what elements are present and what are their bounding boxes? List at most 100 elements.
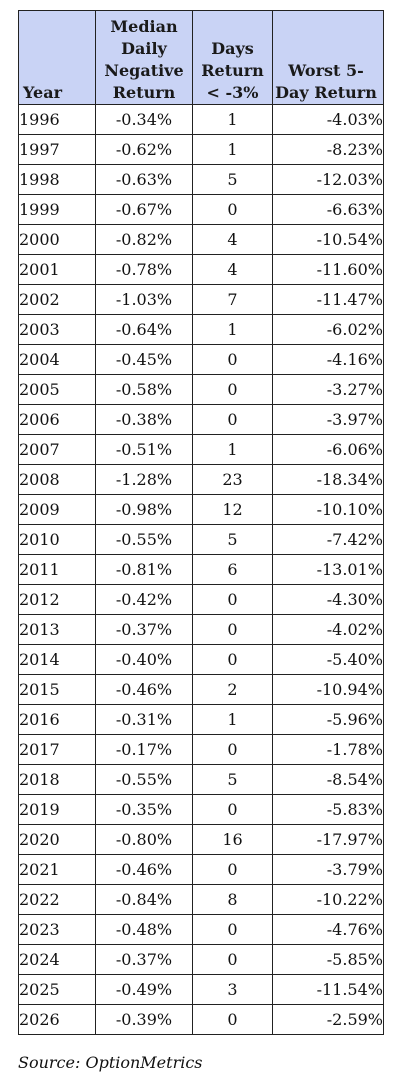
cell-worst-5-day-return: -5.83% (272, 794, 384, 825)
cell-days-return-below-3pct: 0 (192, 644, 273, 675)
table-row: 2006 -0.38% 0 -3.97% (18, 404, 384, 435)
table-body: 1996 -0.34% 1 -4.03% 1997 -0.62% 1 -8.23% 1998 -0… (18, 104, 384, 1035)
cell-year: 1996 (18, 104, 96, 135)
returns-table: Year Median Daily Negative Return Days R… (18, 10, 384, 1035)
table-row: 1998 -0.63% 5 -12.03% (18, 164, 384, 195)
cell-days-return-below-3pct: 7 (192, 284, 273, 315)
cell-year: 2025 (18, 974, 96, 1005)
table-row: 2007 -0.51% 1 -6.06% (18, 434, 384, 465)
cell-median-daily-negative-return: -0.31% (95, 704, 193, 735)
cell-year: 1999 (18, 194, 96, 225)
cell-days-return-below-3pct: 0 (192, 584, 273, 615)
source-note: Source: OptionMetrics (18, 1053, 203, 1072)
cell-days-return-below-3pct: 6 (192, 554, 273, 585)
cell-median-daily-negative-return: -0.35% (95, 794, 193, 825)
cell-days-return-below-3pct: 0 (192, 734, 273, 765)
cell-worst-5-day-return: -10.94% (272, 674, 384, 705)
header-row: Year Median Daily Negative Return Days R… (18, 10, 384, 105)
header-days-return-below-3pct: Days Return < -3% (192, 10, 273, 105)
cell-days-return-below-3pct: 0 (192, 794, 273, 825)
cell-median-daily-negative-return: -0.46% (95, 854, 193, 885)
cell-worst-5-day-return: -5.96% (272, 704, 384, 735)
cell-days-return-below-3pct: 12 (192, 494, 273, 525)
cell-median-daily-negative-return: -0.98% (95, 494, 193, 525)
header-median-daily-negative-return: Median Daily Negative Return (95, 10, 193, 105)
table-row: 2015 -0.46% 2 -10.94% (18, 674, 384, 705)
cell-days-return-below-3pct: 3 (192, 974, 273, 1005)
table-row: 2013 -0.37% 0 -4.02% (18, 614, 384, 645)
table-row: 2001 -0.78% 4 -11.60% (18, 254, 384, 285)
table-row: 2022 -0.84% 8 -10.22% (18, 884, 384, 915)
cell-year: 2012 (18, 584, 96, 615)
cell-median-daily-negative-return: -0.37% (95, 944, 193, 975)
cell-year: 2019 (18, 794, 96, 825)
cell-days-return-below-3pct: 5 (192, 524, 273, 555)
cell-days-return-below-3pct: 1 (192, 134, 273, 165)
cell-median-daily-negative-return: -0.55% (95, 524, 193, 555)
cell-median-daily-negative-return: -0.63% (95, 164, 193, 195)
cell-median-daily-negative-return: -0.51% (95, 434, 193, 465)
cell-worst-5-day-return: -12.03% (272, 164, 384, 195)
cell-days-return-below-3pct: 0 (192, 374, 273, 405)
table-row: 2002 -1.03% 7 -11.47% (18, 284, 384, 315)
table-row: 2011 -0.81% 6 -13.01% (18, 554, 384, 585)
cell-year: 2017 (18, 734, 96, 765)
cell-worst-5-day-return: -1.78% (272, 734, 384, 765)
table-row: 2018 -0.55% 5 -8.54% (18, 764, 384, 795)
cell-year: 2007 (18, 434, 96, 465)
table-row: 2017 -0.17% 0 -1.78% (18, 734, 384, 765)
cell-worst-5-day-return: -18.34% (272, 464, 384, 495)
cell-year: 2008 (18, 464, 96, 495)
cell-worst-5-day-return: -3.27% (272, 374, 384, 405)
table-row: 2004 -0.45% 0 -4.16% (18, 344, 384, 375)
cell-worst-5-day-return: -4.16% (272, 344, 384, 375)
cell-year: 2026 (18, 1004, 96, 1035)
table-row: 2025 -0.49% 3 -11.54% (18, 974, 384, 1005)
cell-median-daily-negative-return: -0.39% (95, 1004, 193, 1035)
cell-year: 2003 (18, 314, 96, 345)
table-header: Year Median Daily Negative Return Days R… (18, 10, 384, 105)
table-row: 2016 -0.31% 1 -5.96% (18, 704, 384, 735)
cell-median-daily-negative-return: -0.81% (95, 554, 193, 585)
table-row: 2005 -0.58% 0 -3.27% (18, 374, 384, 405)
cell-median-daily-negative-return: -0.64% (95, 314, 193, 345)
cell-days-return-below-3pct: 1 (192, 704, 273, 735)
cell-days-return-below-3pct: 4 (192, 254, 273, 285)
table-row: 2000 -0.82% 4 -10.54% (18, 224, 384, 255)
cell-worst-5-day-return: -8.54% (272, 764, 384, 795)
cell-worst-5-day-return: -5.40% (272, 644, 384, 675)
cell-median-daily-negative-return: -0.49% (95, 974, 193, 1005)
header-worst-5-day-return: Worst 5-Day Return (272, 10, 384, 105)
cell-year: 2010 (18, 524, 96, 555)
table-row: 2003 -0.64% 1 -6.02% (18, 314, 384, 345)
cell-days-return-below-3pct: 8 (192, 884, 273, 915)
cell-median-daily-negative-return: -0.80% (95, 824, 193, 855)
cell-year: 2021 (18, 854, 96, 885)
cell-median-daily-negative-return: -0.42% (95, 584, 193, 615)
cell-median-daily-negative-return: -1.28% (95, 464, 193, 495)
cell-days-return-below-3pct: 0 (192, 914, 273, 945)
cell-days-return-below-3pct: 0 (192, 1004, 273, 1035)
cell-median-daily-negative-return: -0.82% (95, 224, 193, 255)
cell-year: 2011 (18, 554, 96, 585)
cell-worst-5-day-return: -4.76% (272, 914, 384, 945)
table-row: 2026 -0.39% 0 -2.59% (18, 1004, 384, 1035)
cell-year: 2001 (18, 254, 96, 285)
cell-days-return-below-3pct: 1 (192, 104, 273, 135)
cell-worst-5-day-return: -4.03% (272, 104, 384, 135)
cell-days-return-below-3pct: 5 (192, 164, 273, 195)
table-row: 2009 -0.98% 12 -10.10% (18, 494, 384, 525)
table-row: 2008 -1.28% 23 -18.34% (18, 464, 384, 495)
cell-worst-5-day-return: -7.42% (272, 524, 384, 555)
cell-year: 2013 (18, 614, 96, 645)
cell-median-daily-negative-return: -0.34% (95, 104, 193, 135)
table-row: 2024 -0.37% 0 -5.85% (18, 944, 384, 975)
cell-year: 2009 (18, 494, 96, 525)
cell-year: 2000 (18, 224, 96, 255)
table-row: 2014 -0.40% 0 -5.40% (18, 644, 384, 675)
cell-worst-5-day-return: -10.10% (272, 494, 384, 525)
cell-days-return-below-3pct: 5 (192, 764, 273, 795)
header-year: Year (18, 10, 96, 105)
cell-worst-5-day-return: -10.54% (272, 224, 384, 255)
cell-year: 2023 (18, 914, 96, 945)
